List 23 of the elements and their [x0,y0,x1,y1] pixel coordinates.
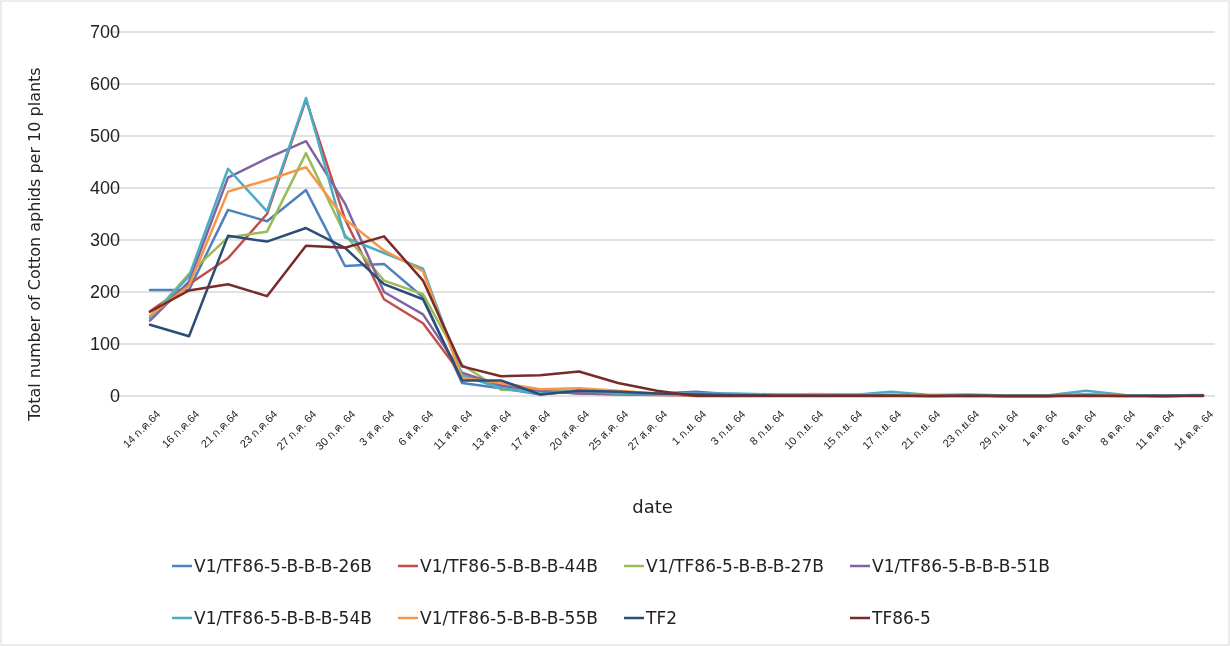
legend-label: V1/TF86-5-B-B-B-44B [420,556,598,576]
legend-label: TF2 [645,608,677,628]
legend-label: V1/TF86-5-B-B-B-54B [194,608,372,628]
x-tick-label: 6 ต.ค. 64 [1058,407,1099,448]
legend-label: V1/TF86-5-B-B-B-51B [872,556,1050,576]
y-tick-label: 100 [89,334,120,355]
y-tick-label: 400 [89,178,120,199]
legend-label: V1/TF86-5-B-B-B-27B [646,556,824,576]
legend-label: V1/TF86-5-B-B-B-55B [420,608,598,628]
x-tick-label: 3 ส.ค. 64 [356,407,397,448]
y-tick-label: 700 [89,22,120,43]
legend-label: V1/TF86-5-B-B-B-26B [194,556,372,576]
y-tick-label: 300 [89,230,120,251]
y-tick-label: 200 [89,282,120,303]
y-axis-title: Total number of Cotton aphids per 10 plants [25,67,44,422]
x-tick-label: 1 ก.ย. 64 [669,407,709,448]
x-tick-label: 3 ก.ย. 64 [708,407,748,448]
x-tick-label: 1 ต.ค. 64 [1019,407,1060,448]
legend-label: TF86-5 [871,608,931,628]
y-tick-label: 0 [109,386,120,407]
y-tick-label: 500 [89,126,120,147]
y-tick-label: 600 [89,74,120,95]
x-axis-title: date [632,496,673,517]
